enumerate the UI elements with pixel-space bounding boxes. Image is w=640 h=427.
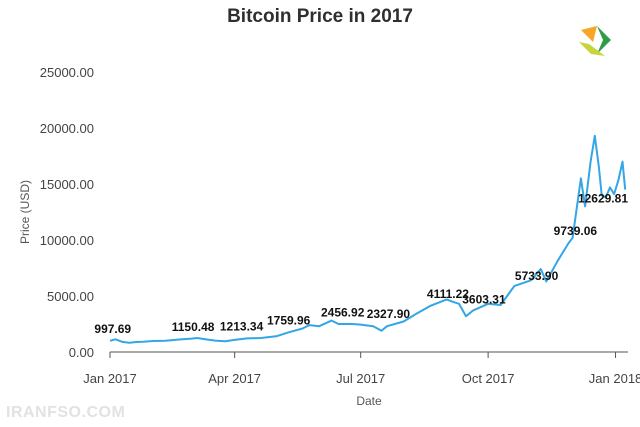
y-tick-label: 15000.00 (40, 177, 94, 192)
x-tick-label: Oct 2017 (462, 371, 515, 386)
data-label: 9739.06 (554, 224, 598, 238)
x-axis-ticks: Jan 2017 Apr 2017 Jul 2017 Oct 2017 Jan 2018 (83, 352, 640, 386)
data-label: 12629.81 (578, 192, 628, 206)
y-tick-label: 20000.00 (40, 121, 94, 136)
chart-title: Bitcoin Price in 2017 (227, 6, 413, 27)
brand-logo-icon (579, 26, 611, 56)
y-axis-ticks: 0.00 5000.00 10000.00 15000.00 20000.00 25000… (40, 65, 94, 360)
data-label: 1150.48 (172, 320, 215, 334)
y-axis-title: Price (USD) (18, 180, 32, 244)
y-tick-label: 0.00 (69, 345, 94, 360)
data-labels: 997.69 1150.48 1213.34 1759.96 2456.92 2327.9… (94, 192, 628, 336)
x-tick-label: Jan 2018 (589, 371, 640, 386)
data-label: 1759.96 (267, 313, 311, 327)
data-label: 2327.90 (367, 307, 411, 321)
x-axis-title: Date (356, 394, 382, 408)
x-tick-label: Apr 2017 (208, 371, 261, 386)
y-tick-label: 25000.00 (40, 65, 94, 80)
data-label: 5733.90 (515, 269, 559, 283)
x-tick-label: Jan 2017 (83, 371, 137, 386)
y-tick-label: 10000.00 (40, 233, 94, 248)
watermark: IRANFSO.COM (6, 404, 126, 421)
data-label: 3603.31 (462, 293, 506, 307)
x-tick-label: Jul 2017 (336, 371, 385, 386)
data-label: 2456.92 (321, 305, 365, 319)
logo-green-chevron (597, 26, 611, 54)
series-line-bitcoin-price (109, 134, 627, 344)
logo-lime-chevron (579, 42, 605, 56)
data-label: 997.69 (94, 322, 131, 336)
data-label: 4111.22 (427, 287, 469, 301)
y-tick-label: 5000.00 (47, 289, 94, 304)
logo-orange-chevron (581, 26, 597, 42)
data-label: 1213.34 (220, 319, 264, 333)
